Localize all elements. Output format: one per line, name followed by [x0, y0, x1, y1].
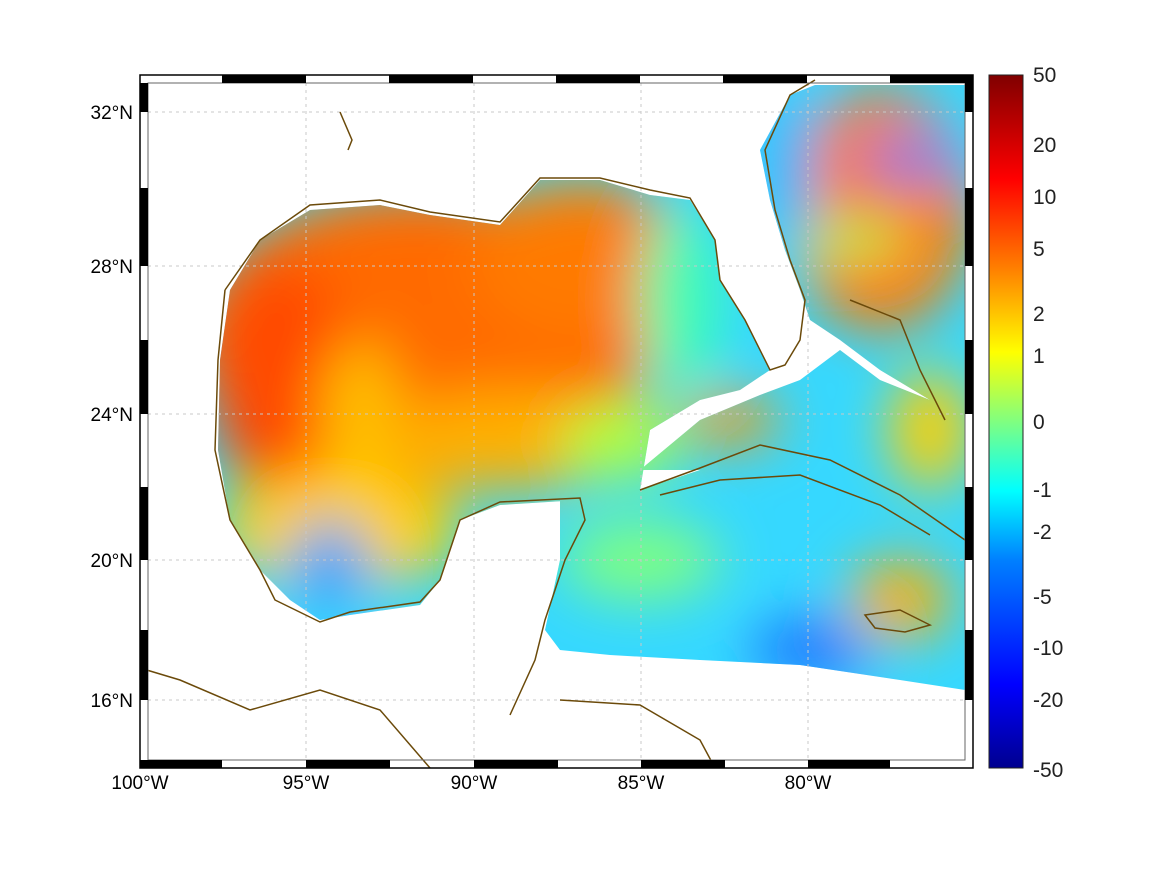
grid-lines: [148, 83, 965, 760]
y-tick-label: 24°N: [91, 405, 133, 426]
x-tick-label: 85°W: [618, 773, 665, 794]
y-tick-label: 20°N: [91, 551, 133, 572]
x-tick-label: 95°W: [283, 773, 330, 794]
data-field: [218, 85, 965, 690]
colorbar-gradient: [988, 74, 1024, 769]
colorbar-tick-label: 2: [1033, 303, 1045, 326]
x-tick-label: 100°W: [111, 773, 168, 794]
colorbar-tick-label: 5: [1033, 238, 1045, 261]
colorbar-tick-label: -10: [1033, 637, 1063, 660]
y-tick-label: 28°N: [91, 257, 133, 278]
colorbar-tick-label: -2: [1033, 521, 1052, 544]
x-axis-labels: 100°W 95°W 90°W 85°W 80°W: [111, 773, 831, 794]
x-tick-label: 90°W: [451, 773, 498, 794]
colorbar-tick-label: -50: [1033, 759, 1063, 782]
colorbar-tick-label: 50: [1033, 64, 1056, 87]
coastline: [139, 79, 966, 769]
colorbar-tick-label: 1: [1033, 345, 1045, 368]
colorbar-tick-label: -20: [1033, 689, 1063, 712]
colorbar-tick-label: 0: [1033, 411, 1045, 434]
colorbar-tick-label: 20: [1033, 134, 1056, 157]
colorbar-tick-label: -5: [1033, 586, 1052, 609]
colorbar-tick-label: 10: [1033, 186, 1056, 209]
y-tick-label: 32°N: [91, 103, 133, 124]
colorbar-tick-label: -1: [1033, 479, 1052, 502]
y-tick-label: 16°N: [91, 691, 133, 712]
x-tick-label: 80°W: [785, 773, 832, 794]
y-axis-labels: 32°N 28°N 24°N 20°N 16°N: [91, 103, 133, 712]
map-frame: [139, 74, 974, 769]
